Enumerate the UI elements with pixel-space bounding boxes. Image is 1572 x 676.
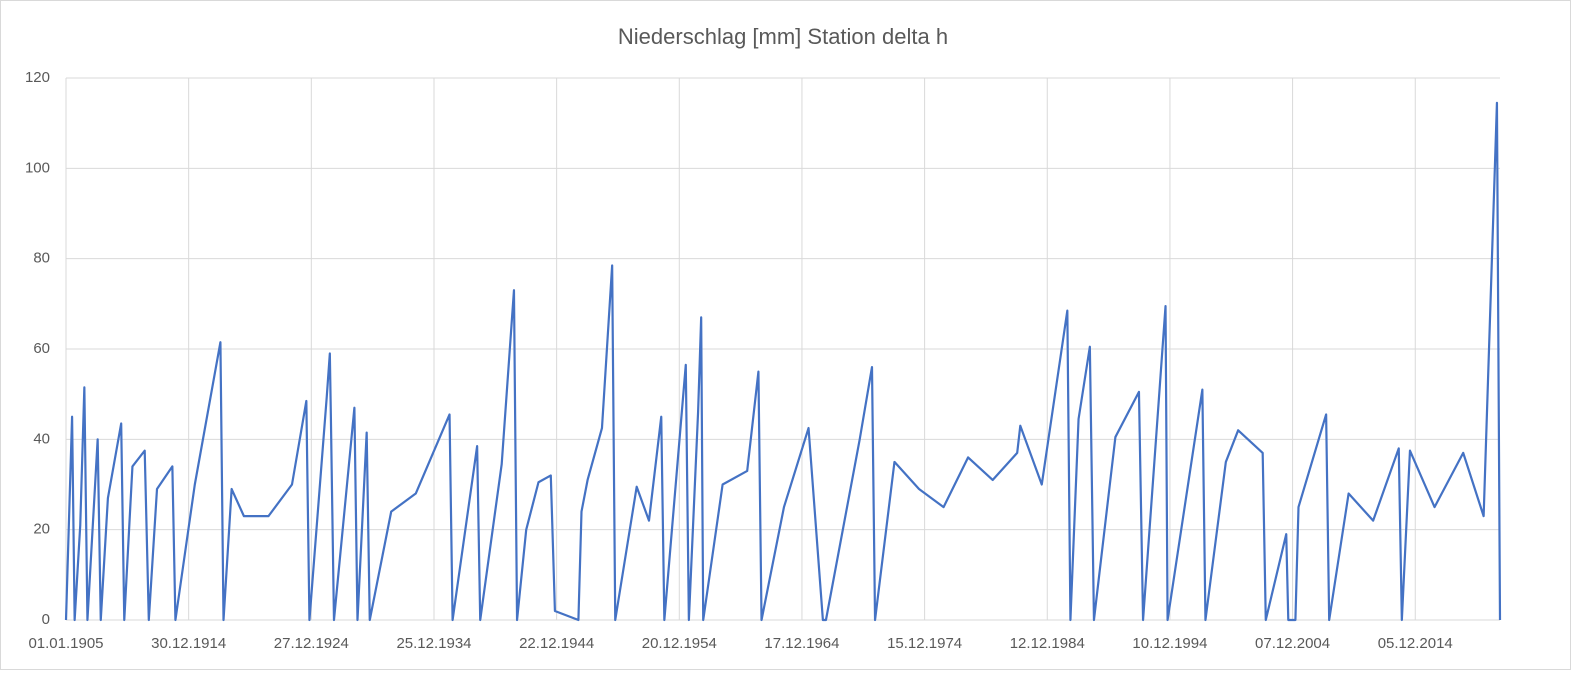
- y-tick-label: 60: [33, 340, 50, 357]
- x-tick-label: 01.01.1905: [28, 635, 103, 652]
- x-tick-label: 25.12.1934: [396, 635, 471, 652]
- y-tick-label: 0: [42, 611, 50, 628]
- x-tick-label: 17.12.1964: [764, 635, 839, 652]
- data-line: [64, 101, 1502, 622]
- y-tick-label: 80: [33, 250, 50, 267]
- x-tick-label: 30.12.1914: [151, 635, 226, 652]
- y-tick-label: 120: [25, 69, 50, 86]
- x-tick-label: 07.12.2004: [1255, 635, 1330, 652]
- x-tick-label: 20.12.1954: [642, 635, 717, 652]
- x-tick-label: 12.12.1984: [1010, 635, 1085, 652]
- chart-title: Niederschlag [mm] Station delta h: [618, 24, 948, 49]
- y-tick-label: 40: [33, 430, 50, 447]
- x-tick-label: 05.12.2014: [1378, 635, 1453, 652]
- x-tick-label: 10.12.1994: [1132, 635, 1207, 652]
- x-tick-label: 22.12.1944: [519, 635, 594, 652]
- x-tick-label: 27.12.1924: [274, 635, 349, 652]
- y-tick-label: 100: [25, 159, 50, 176]
- x-tick-label: 15.12.1974: [887, 635, 962, 652]
- y-tick-label: 20: [33, 521, 50, 538]
